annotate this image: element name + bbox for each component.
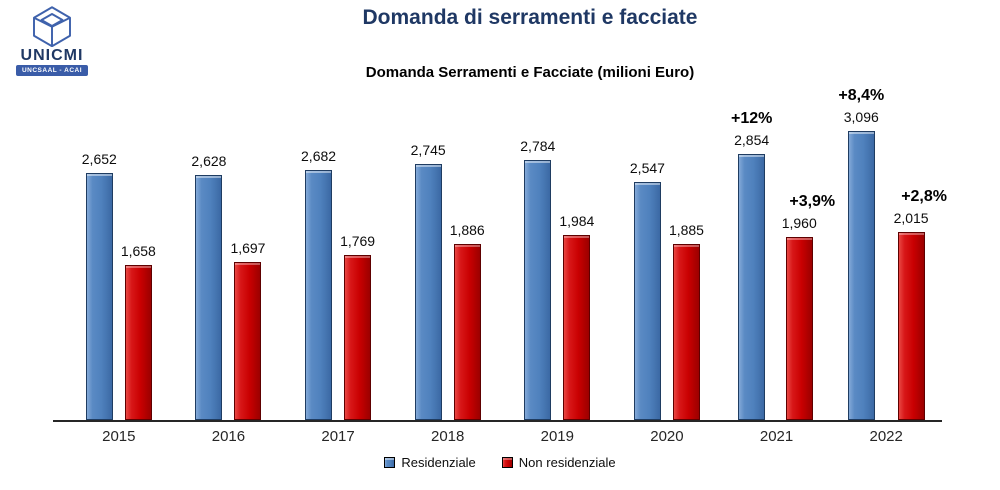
unicmi-cube-icon	[33, 6, 71, 47]
bar-non-residenziale-2021	[785, 237, 813, 420]
bar-group-2017: 2,682 1,769	[283, 148, 393, 420]
x-tick-2022: 2022	[869, 428, 903, 445]
bar-residenziale-2016	[195, 175, 223, 420]
legend-item-non-residenziale: Non residenziale	[501, 455, 616, 470]
bar-chart: 2,652 1,658 2,628 1,697 2,682 1,769 2,745 1,886…	[53, 86, 947, 422]
unicmi-logo-text: UNICMI	[20, 47, 84, 64]
legend-swatch-residenziale-icon	[384, 457, 396, 468]
residenziale-column-2022: +8,4% 3,096	[838, 86, 884, 420]
non-residenziale-column-2016: 1,697	[230, 240, 265, 420]
bar-residenziale-2018	[414, 164, 442, 420]
unicmi-logo: UNICMI UNCSAAL - ACAI	[10, 5, 94, 76]
value-label-non-residenziale-2016: 1,697	[230, 240, 266, 256]
chart-title: Domanda Serramenti e Facciate (milioni E…	[365, 64, 695, 81]
value-label-non-residenziale-2019: 1,984	[559, 213, 595, 229]
value-label-residenziale-2021: 2,854	[734, 132, 770, 148]
x-tick-2015: 2015	[102, 428, 136, 445]
residenziale-column-2018: 2,745	[411, 142, 446, 420]
non-residenziale-column-2021: +3,9% 1,960	[776, 192, 835, 420]
value-label-residenziale-2017: 2,682	[301, 148, 337, 164]
x-axis-tick-labels: 2015 2016 2017 2018 2019 2020 2021 2022	[64, 428, 941, 445]
bar-group-2020: 2,547 1,885	[612, 160, 722, 420]
x-tick-2021: 2021	[759, 428, 794, 445]
x-tick-2016: 2016	[211, 428, 246, 445]
growth-annotation-residenziale-2021: +12%	[730, 110, 773, 127]
bar-non-residenziale-2022	[897, 232, 925, 420]
non-residenziale-column-2018: 1,886	[450, 222, 485, 420]
legend-label-non-residenziale: Non residenziale	[518, 455, 616, 470]
unicmi-logo-subtext: UNCSAAL - ACAI	[16, 65, 88, 76]
residenziale-column-2017: 2,682	[301, 148, 336, 420]
bar-group-2022: +8,4% 3,096 +2,8% 2,015	[831, 86, 947, 420]
bar-group-2018: 2,745 1,886	[393, 142, 503, 420]
bar-residenziale-2019	[524, 160, 552, 420]
value-label-residenziale-2019: 2,784	[520, 138, 556, 154]
x-axis-line	[53, 420, 942, 422]
bar-non-residenziale-2019	[563, 235, 591, 420]
value-label-non-residenziale-2015: 1,658	[120, 243, 156, 259]
non-residenziale-column-2015: 1,658	[121, 243, 156, 420]
x-tick-2020: 2020	[650, 428, 684, 445]
growth-annotation-non-residenziale-2022: +2,8%	[901, 188, 947, 205]
value-label-residenziale-2018: 2,745	[410, 142, 446, 158]
growth-annotation-residenziale-2022: +8,4%	[838, 87, 885, 104]
bar-non-residenziale-2015	[124, 265, 152, 420]
residenziale-column-2016: 2,628	[191, 153, 226, 420]
non-residenziale-column-2017: 1,769	[340, 233, 375, 420]
bar-residenziale-2015	[85, 173, 113, 420]
bar-non-residenziale-2018	[453, 244, 481, 420]
chart-plot-area: 2,652 1,658 2,628 1,697 2,682 1,769 2,745 1,886…	[64, 86, 947, 420]
bar-residenziale-2017	[305, 170, 333, 420]
page-title: Domanda di serramenti e facciate	[362, 6, 698, 29]
bar-non-residenziale-2016	[234, 262, 262, 420]
bar-non-residenziale-2020	[672, 244, 700, 420]
x-tick-2019: 2019	[540, 428, 574, 445]
growth-annotation-non-residenziale-2021: +3,9%	[789, 193, 836, 210]
value-label-residenziale-2016: 2,628	[191, 153, 227, 169]
residenziale-column-2021: +12% 2,854	[731, 109, 772, 420]
value-label-non-residenziale-2018: 1,886	[449, 222, 485, 238]
value-label-residenziale-2022: 3,096	[843, 109, 879, 125]
bar-group-2016: 2,628 1,697	[174, 153, 284, 420]
legend-label-residenziale: Residenziale	[401, 455, 476, 470]
non-residenziale-column-2022: +2,8% 2,015	[888, 187, 947, 420]
legend-item-residenziale: Residenziale	[384, 455, 476, 470]
residenziale-column-2019: 2,784	[520, 138, 555, 420]
value-label-residenziale-2020: 2,547	[629, 160, 665, 176]
bar-residenziale-2022	[847, 131, 875, 420]
value-label-non-residenziale-2017: 1,769	[340, 233, 376, 249]
residenziale-column-2015: 2,652	[82, 151, 117, 420]
bar-group-2015: 2,652 1,658	[64, 151, 174, 420]
residenziale-column-2020: 2,547	[630, 160, 665, 420]
bar-group-2021: +12% 2,854 +3,9% 1,960	[722, 109, 835, 420]
chart-legend: Residenziale Non residenziale	[0, 455, 1000, 470]
value-label-non-residenziale-2022: 2,015	[893, 210, 929, 226]
bar-non-residenziale-2017	[344, 255, 372, 420]
x-tick-2017: 2017	[321, 428, 355, 445]
value-label-residenziale-2015: 2,652	[81, 151, 117, 167]
value-label-non-residenziale-2020: 1,885	[668, 222, 704, 238]
bar-residenziale-2021	[738, 154, 766, 420]
x-tick-2018: 2018	[431, 428, 465, 445]
bar-residenziale-2020	[633, 182, 661, 420]
non-residenziale-column-2020: 1,885	[669, 222, 704, 420]
non-residenziale-column-2019: 1,984	[559, 213, 594, 420]
legend-swatch-non-residenziale-icon	[501, 457, 513, 468]
value-label-non-residenziale-2021: 1,960	[781, 215, 817, 231]
bar-group-2019: 2,784 1,984	[503, 138, 613, 420]
